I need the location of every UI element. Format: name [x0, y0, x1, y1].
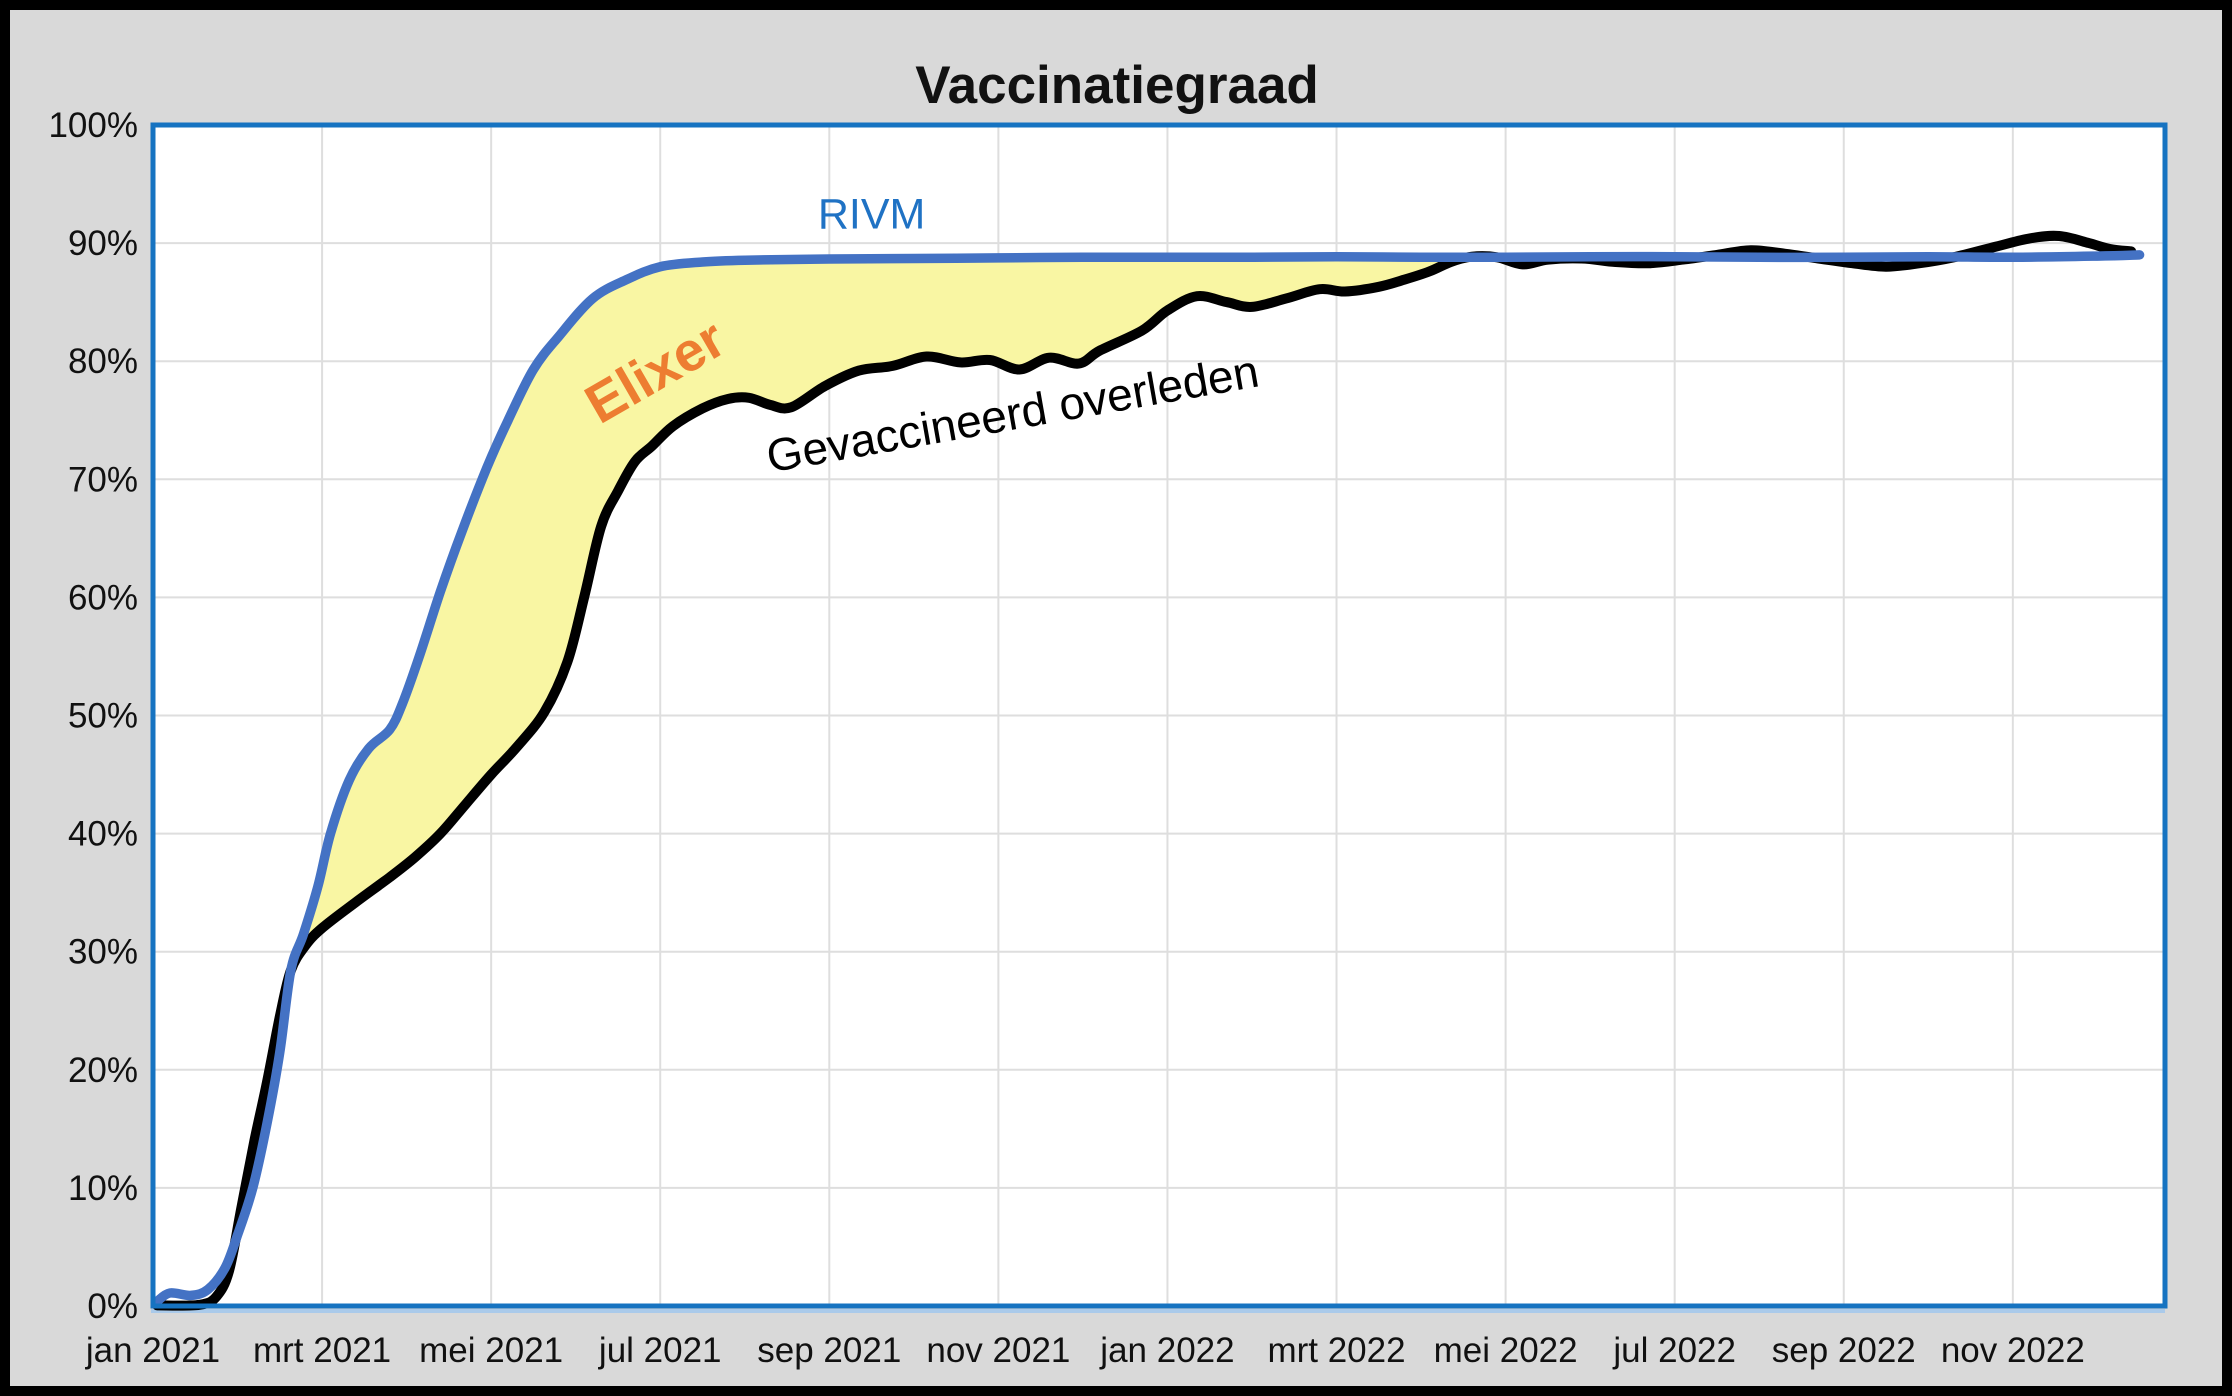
x-tick-label: mei 2021	[419, 1331, 563, 1370]
x-tick-label: jan 2022	[1099, 1331, 1234, 1370]
chart-title: Vaccinatiegraad	[915, 56, 1319, 115]
y-tick-label: 50%	[68, 697, 138, 736]
x-tick-label: jul 2022	[1612, 1331, 1736, 1370]
gevaccineerd-overleden-line	[152, 230, 2137, 1311]
x-tick-label: mei 2022	[1434, 1331, 1578, 1370]
y-tick-label: 30%	[68, 933, 138, 972]
x-tick-label: mrt 2022	[1267, 1331, 1405, 1370]
x-tick-label: jul 2021	[598, 1331, 722, 1370]
x-tick-label: sep 2021	[757, 1331, 901, 1370]
annotation-rivm-label: RIVM	[818, 191, 926, 239]
x-tick-label: nov 2021	[926, 1331, 1070, 1370]
y-tick-label: 70%	[68, 460, 138, 499]
y-tick-label: 80%	[68, 342, 138, 381]
y-tick-label: 100%	[48, 106, 138, 145]
elixer-fill-area	[290, 256, 1464, 971]
x-tick-label: sep 2022	[1772, 1331, 1916, 1370]
y-axis-tick-labels: 0% 10% 20% 30% 40% 50% 60% 70% 80% 90% 100%	[48, 106, 138, 1326]
y-tick-label: 90%	[68, 224, 138, 263]
y-tick-label: 40%	[68, 815, 138, 854]
x-tick-label: jan 2021	[85, 1331, 220, 1370]
axis-underline	[151, 1309, 2165, 1313]
x-tick-label: nov 2022	[1941, 1331, 2085, 1370]
y-tick-label: 60%	[68, 578, 138, 617]
x-tick-label: mrt 2021	[253, 1331, 391, 1370]
x-axis-tick-labels: jan 2021 mrt 2021 mei 2021 jul 2021 sep 2021…	[85, 1331, 2085, 1370]
y-tick-label: 20%	[68, 1051, 138, 1090]
y-tick-label: 10%	[68, 1169, 138, 1208]
plot-border	[150, 122, 2168, 1309]
rivm-line	[152, 250, 2145, 1307]
y-tick-label: 0%	[87, 1287, 138, 1326]
